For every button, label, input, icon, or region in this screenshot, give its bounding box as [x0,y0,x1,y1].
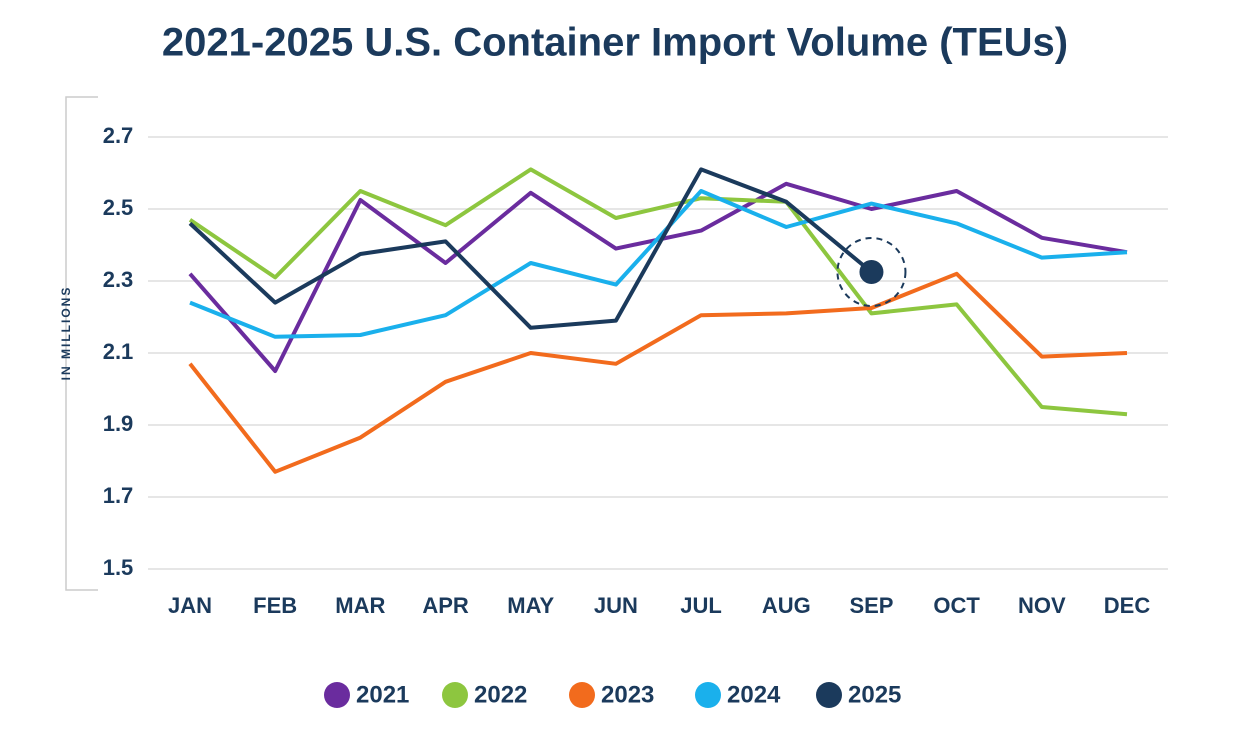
x-tick-label: MAR [335,593,385,618]
series-line [189,189,1128,339]
x-tick-label: APR [422,593,469,618]
legend-swatch [816,682,842,708]
chart-title: 2021-2025 U.S. Container Import Volume (… [162,21,1068,65]
point-marker [859,260,884,284]
legend-label: 2024 [727,681,781,708]
y-axis-label: IN MILLIONS [59,286,73,381]
x-tick-label: DEC [1104,593,1151,618]
y-tick-label: 2.3 [103,267,134,292]
legend-label: 2021 [356,681,409,708]
x-tick-label: JAN [168,593,212,618]
series-line [188,271,1128,474]
legend-label: 2023 [601,681,654,708]
highlight-ring [836,237,907,307]
x-tick-label: AUG [762,593,811,618]
x-tick-label: SEP [849,593,893,618]
legend-swatch [324,682,350,708]
x-tick-label: FEB [253,593,297,618]
y-tick-label: 2.7 [103,123,134,148]
y-tick-label: 1.5 [103,555,134,580]
x-tick-label: NOV [1018,593,1066,618]
x-tick-label: OCT [933,593,980,618]
legend-swatch [442,682,468,708]
x-tick-label: JUN [594,593,638,618]
x-tick-label: MAY [507,593,554,618]
y-tick-label: 1.7 [103,483,134,508]
legend-swatch [695,682,721,708]
legend-label: 2022 [474,681,527,708]
series-line [188,167,1128,417]
x-tick-label: JUL [680,593,722,618]
y-tick-label: 1.9 [103,411,134,436]
series-line [188,167,873,330]
legend-label: 2025 [848,681,901,708]
legend-swatch [569,682,595,708]
y-tick-label: 2.5 [103,195,134,220]
y-tick-label: 2.1 [103,339,134,364]
axis-bracket [65,96,98,591]
